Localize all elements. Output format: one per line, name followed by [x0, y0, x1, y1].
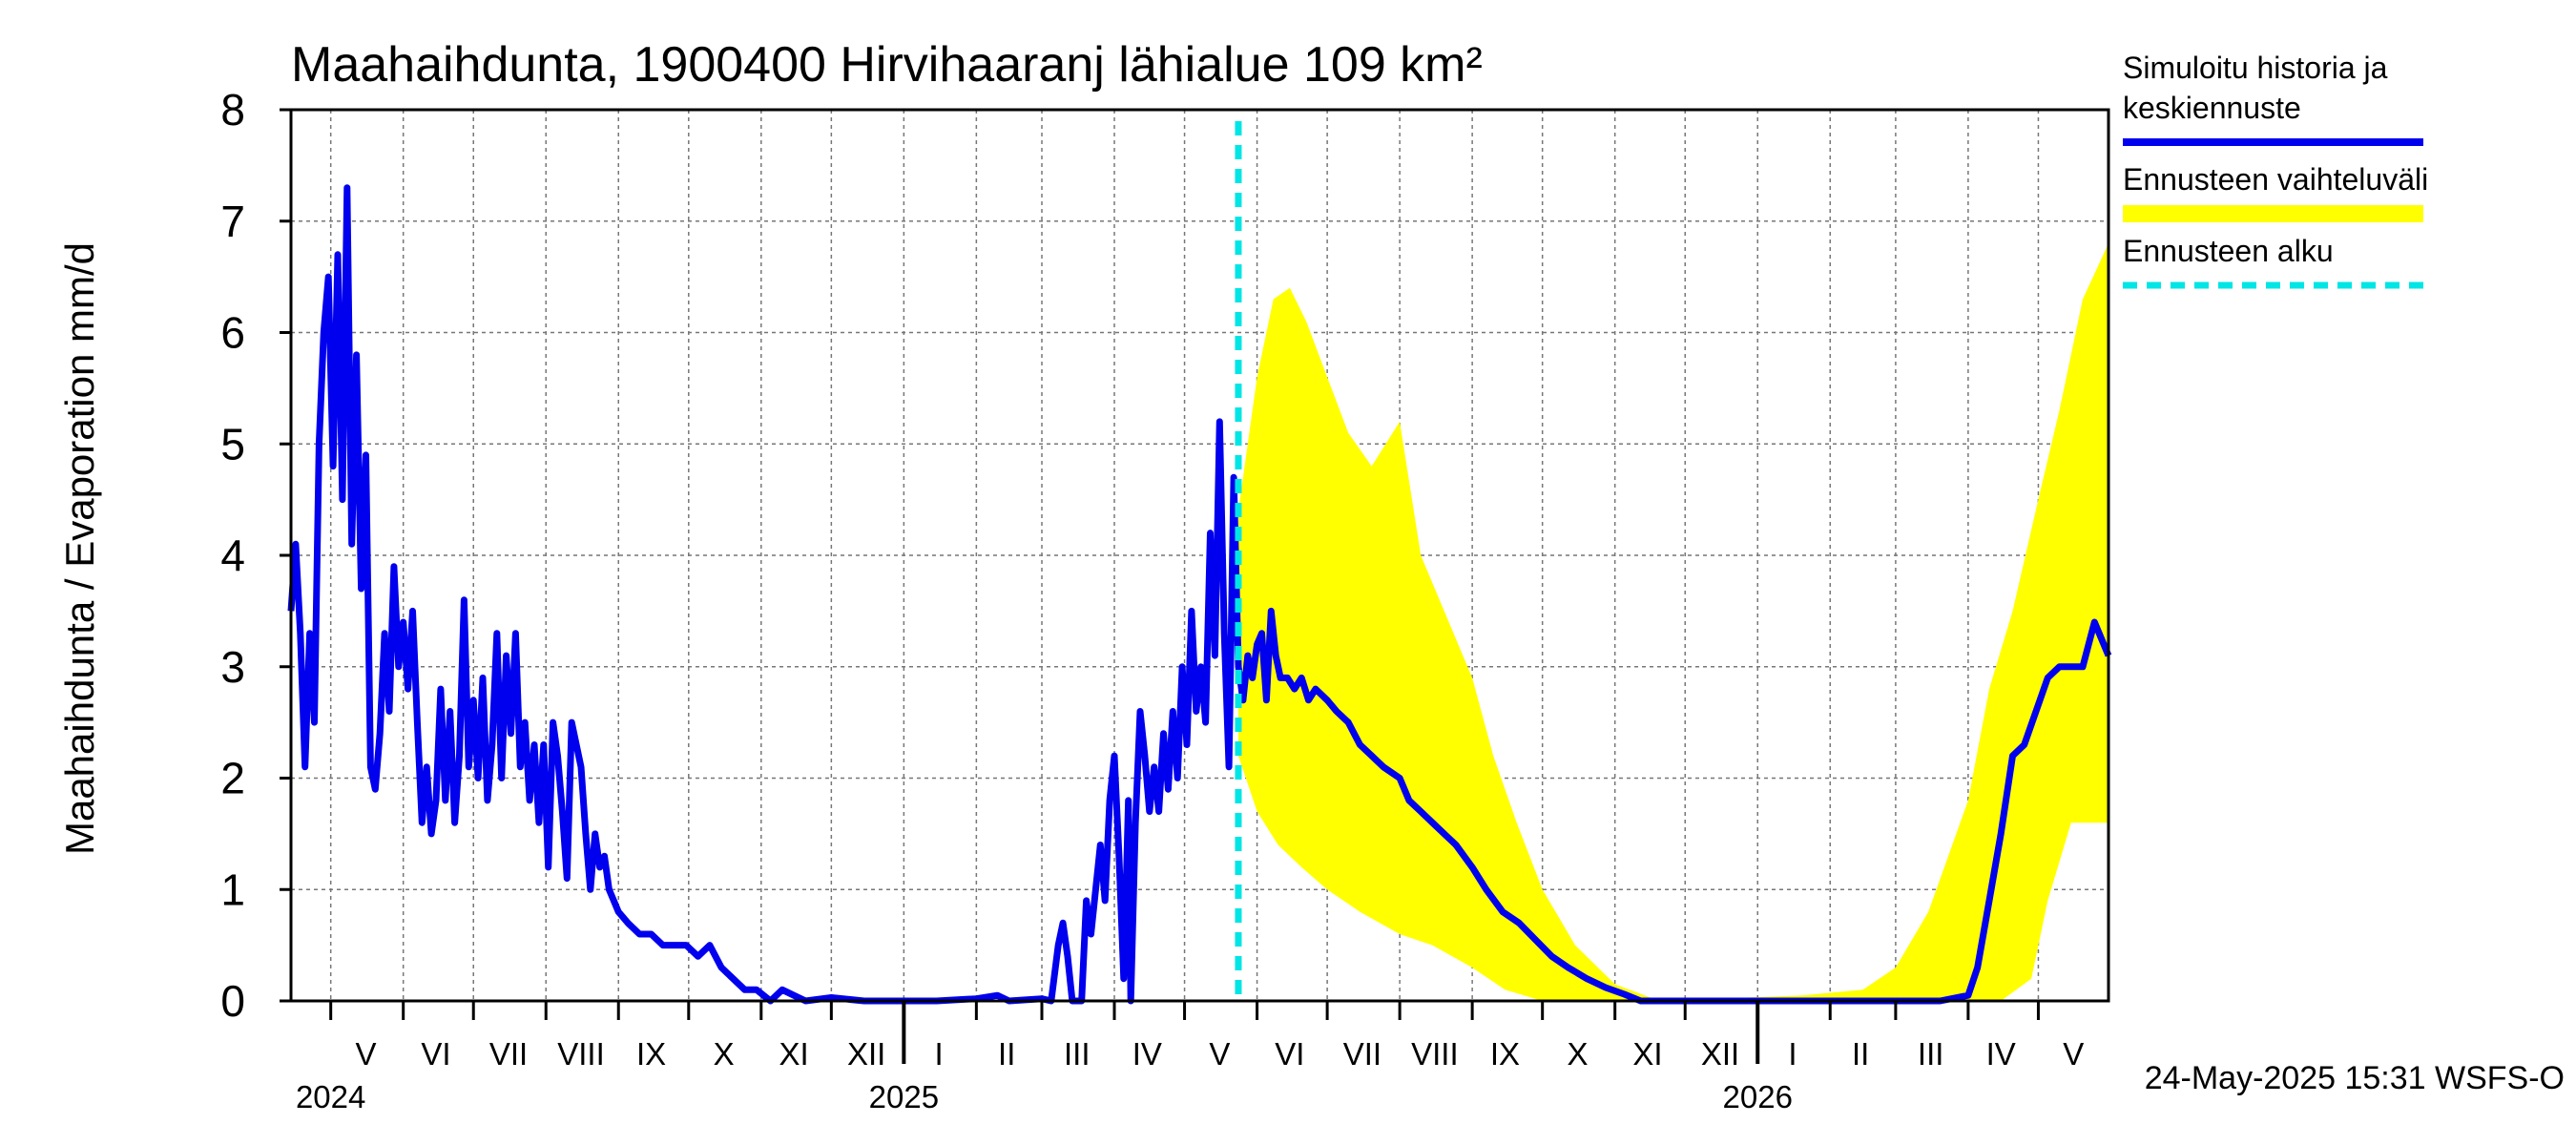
month-label: I — [935, 1036, 944, 1072]
y-tick-label: 2 — [220, 754, 245, 803]
month-label: IX — [1490, 1036, 1520, 1072]
y-tick-label: 3 — [220, 642, 245, 692]
legend-label: Simuloitu historia ja — [2123, 51, 2388, 85]
y-tick-label: 0 — [220, 976, 245, 1026]
month-label: I — [1788, 1036, 1797, 1072]
month-label: II — [998, 1036, 1015, 1072]
month-label: III — [1064, 1036, 1091, 1072]
y-tick-label: 7 — [220, 197, 245, 246]
month-label: XI — [779, 1036, 809, 1072]
month-label: X — [1567, 1036, 1588, 1072]
plot-area — [287, 108, 2112, 1005]
legend-label: Ennusteen alku — [2123, 234, 2334, 268]
y-tick-label: 8 — [220, 85, 245, 135]
month-label: VIII — [557, 1036, 605, 1072]
month-label: IV — [1132, 1036, 1162, 1072]
month-label: IV — [1986, 1036, 2016, 1072]
y-tick-label: 1 — [220, 864, 245, 914]
month-label: VII — [489, 1036, 528, 1072]
legend-label: keskiennuste — [2123, 91, 2301, 125]
month-label: V — [2063, 1036, 2084, 1072]
month-label: VI — [1275, 1036, 1304, 1072]
forecast-range-band — [1238, 243, 2109, 1002]
year-label: 2024 — [296, 1079, 365, 1114]
month-label: V — [355, 1036, 376, 1072]
y-tick-label: 5 — [220, 419, 245, 468]
month-label: X — [714, 1036, 735, 1072]
month-label: V — [1209, 1036, 1230, 1072]
legend-label: Ennusteen vaihteluväli — [2123, 162, 2428, 197]
legend-swatch-band — [2123, 205, 2423, 222]
month-label: IX — [636, 1036, 666, 1072]
timestamp-footer: 24-May-2025 15:31 WSFS-O — [2145, 1060, 2565, 1096]
chart-title: Maahaihdunta, 1900400 Hirvihaaranj lähia… — [291, 37, 1483, 93]
y-tick-label: 6 — [220, 308, 245, 358]
month-label: XII — [847, 1036, 885, 1072]
y-axis-label: Maahaihdunta / Evaporation mm/d — [57, 242, 102, 855]
month-label: XII — [1701, 1036, 1739, 1072]
y-axis: 0 1 2 3 4 5 6 7 8 — [220, 85, 291, 1026]
month-label: VIII — [1411, 1036, 1459, 1072]
month-label: XI — [1632, 1036, 1662, 1072]
month-label: VII — [1343, 1036, 1381, 1072]
month-label: III — [1918, 1036, 1944, 1072]
y-tick-label: 4 — [220, 531, 245, 580]
month-label: VI — [421, 1036, 450, 1072]
month-label: II — [1852, 1036, 1869, 1072]
year-label: 2025 — [869, 1079, 939, 1114]
x-axis: V VI VII VIII IX X XI XII I II III IV V VI VII VIII IX X X… — [296, 1001, 2084, 1114]
legend: Simuloitu historia ja keskiennuste Ennuste… — [2123, 51, 2428, 289]
year-label: 2026 — [1723, 1079, 1793, 1114]
